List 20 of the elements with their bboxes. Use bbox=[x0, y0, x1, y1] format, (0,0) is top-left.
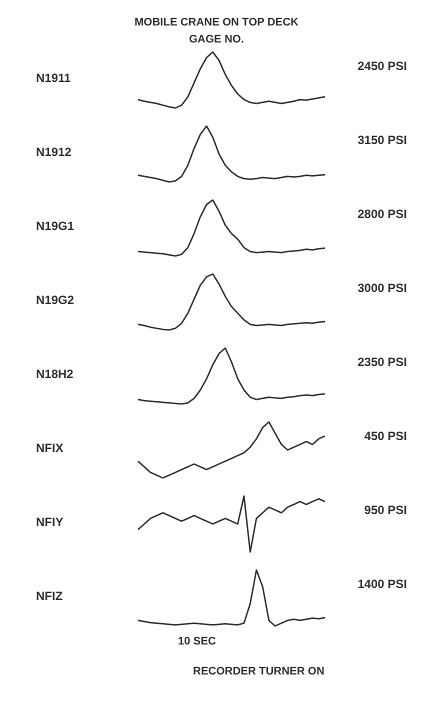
y-axis-title: NFIY bbox=[36, 515, 64, 529]
text: 2800 PSI bbox=[358, 207, 408, 221]
y-axis-title: N1912 bbox=[36, 145, 72, 159]
y-axis-title: N19G1 bbox=[36, 219, 74, 233]
text: 450 PSI bbox=[364, 429, 408, 443]
text: 1400 PSI bbox=[358, 577, 408, 591]
text: 3000 PSI bbox=[358, 281, 408, 295]
text: 2350 PSI bbox=[358, 355, 408, 369]
text: RECORDER TURNER ON bbox=[193, 666, 324, 678]
y-axis-title: NFIZ bbox=[36, 589, 63, 603]
y-axis-title: NFIX bbox=[36, 441, 64, 455]
text: 10 SEC bbox=[178, 636, 216, 648]
y-axis-title: N18H2 bbox=[36, 367, 74, 381]
y-axis-title: N1911 bbox=[36, 71, 72, 85]
text: 2450 PSI bbox=[358, 59, 408, 73]
text: 3150 PSI bbox=[358, 133, 408, 147]
chart-title: MOBILE CRANE ON TOP DECK bbox=[134, 16, 299, 28]
chart-subtitle: GAGE NO. bbox=[188, 34, 244, 46]
y-axis-title: N19G2 bbox=[36, 293, 74, 307]
text: 950 PSI bbox=[364, 503, 408, 517]
